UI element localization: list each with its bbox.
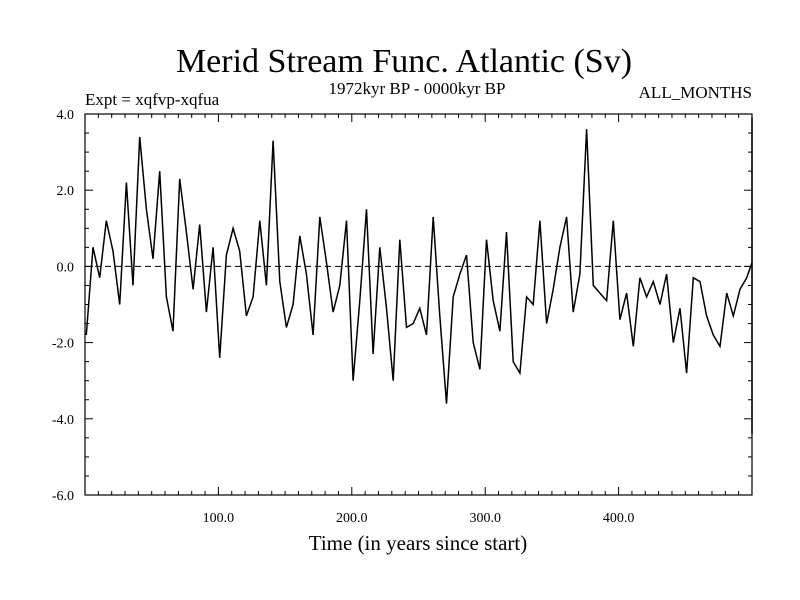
right-subtitle: ALL_MONTHS — [639, 83, 752, 102]
x-tick-label-2: 300.0 — [469, 511, 501, 526]
y-tick-label-5: 4.0 — [57, 108, 75, 123]
y-tick-label-0: -6.0 — [52, 489, 74, 504]
y-tick-label-3: 0.0 — [57, 260, 75, 275]
plot-frame — [84, 113, 753, 496]
x-tick-label-3: 400.0 — [603, 511, 635, 526]
y-tick-label-1: -4.0 — [52, 413, 74, 428]
center-subtitle: 1972kyr BP - 0000kyr BP — [329, 79, 506, 98]
left-subtitle: Expt = xqfvp-xqfua — [85, 90, 220, 109]
y-tick-label-4: 2.0 — [57, 184, 75, 199]
chart-title: Merid Stream Func. Atlantic (Sv) — [176, 43, 632, 80]
y-tick-label-2: -2.0 — [52, 337, 74, 352]
y-axis-ticks: -6.0 -4.0 -2.0 0.0 2.0 4.0 — [52, 108, 752, 504]
x-tick-label-0: 100.0 — [203, 511, 235, 526]
x-tick-label-1: 200.0 — [336, 511, 368, 526]
series-line — [85, 117, 753, 434]
x-axis-ticks: 100.0 200.0 300.0 400.0 — [97, 114, 740, 526]
x-axis-label: Time (in years since start) — [309, 531, 528, 555]
